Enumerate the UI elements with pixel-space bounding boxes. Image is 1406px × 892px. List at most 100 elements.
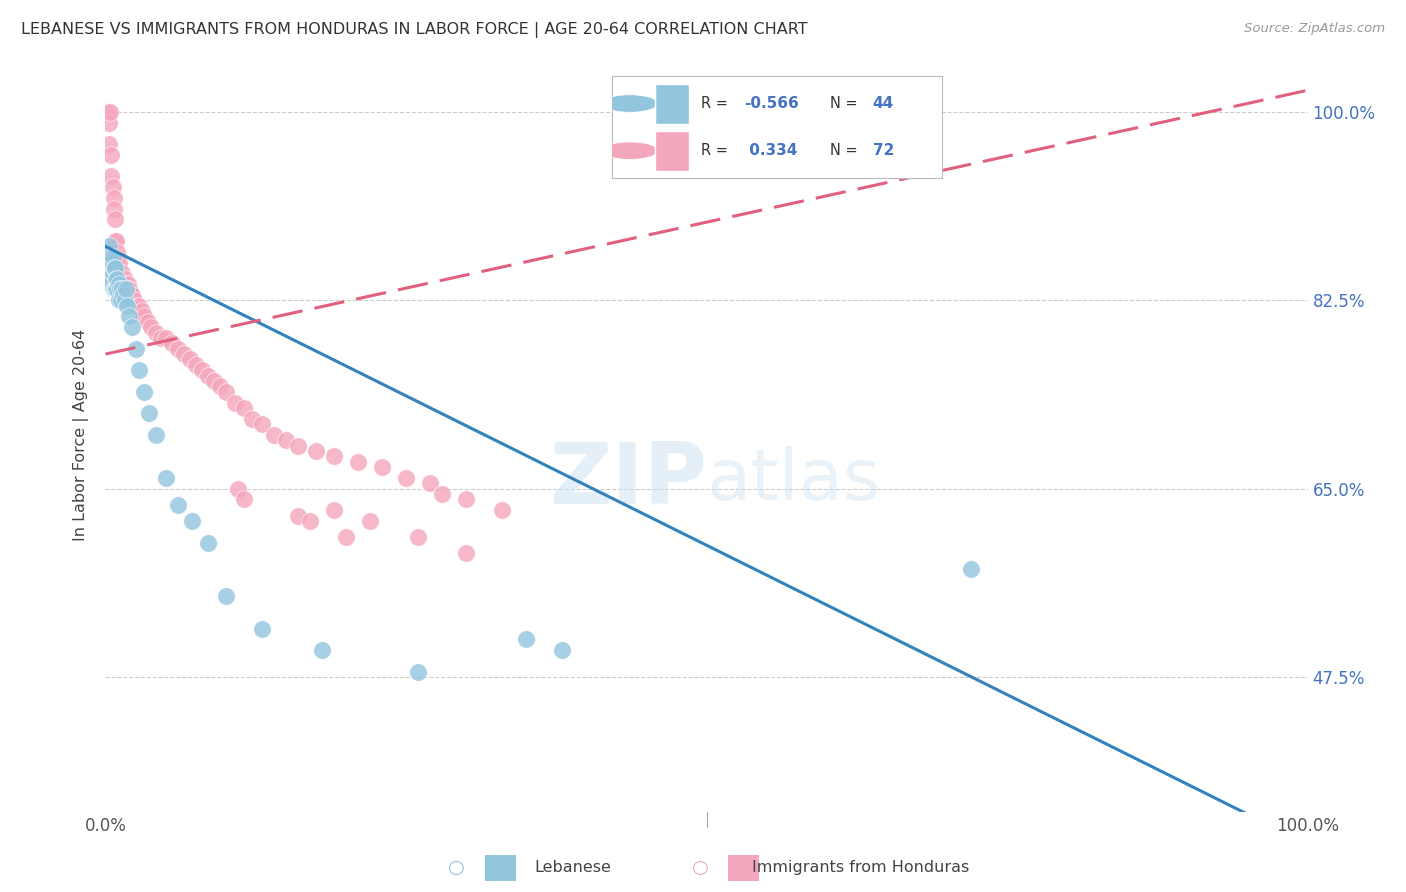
Point: [250, 417, 273, 431]
Point: [311, 643, 333, 657]
Point: [100, 169, 122, 184]
Point: [232, 492, 254, 507]
Point: [184, 358, 207, 372]
Text: Lebanese: Lebanese: [534, 860, 612, 874]
Point: [166, 342, 188, 356]
Text: ○: ○: [449, 857, 465, 877]
Point: [98, 260, 121, 275]
Point: [111, 266, 134, 280]
Point: [181, 514, 204, 528]
Point: [107, 277, 129, 291]
Point: [117, 277, 139, 291]
Point: [263, 428, 285, 442]
Point: [197, 368, 219, 383]
Point: [110, 293, 132, 308]
Point: [335, 530, 357, 544]
Point: [347, 455, 370, 469]
Point: [515, 632, 537, 647]
Point: [287, 439, 309, 453]
Point: [419, 476, 441, 491]
Point: [406, 665, 429, 679]
FancyBboxPatch shape: [655, 84, 689, 123]
Point: [960, 562, 983, 576]
Point: [105, 271, 128, 285]
Point: [121, 288, 143, 302]
Point: [128, 299, 150, 313]
Point: [406, 530, 429, 544]
Point: [173, 347, 195, 361]
Point: [240, 411, 263, 425]
Point: [120, 288, 142, 302]
Y-axis label: In Labor Force | Age 20-64: In Labor Force | Age 20-64: [73, 329, 90, 541]
Point: [118, 310, 141, 324]
Point: [98, 271, 121, 285]
Point: [149, 331, 172, 345]
Point: [136, 315, 159, 329]
Point: [104, 212, 127, 227]
Text: ○: ○: [692, 857, 709, 877]
Point: [108, 277, 131, 291]
Circle shape: [602, 95, 658, 112]
Point: [107, 244, 129, 259]
Point: [160, 336, 183, 351]
Text: N =: N =: [830, 96, 858, 111]
Point: [551, 643, 574, 657]
Point: [100, 148, 122, 162]
Point: [287, 508, 309, 523]
Point: [103, 202, 125, 216]
Point: [322, 503, 344, 517]
Text: Source: ZipAtlas.com: Source: ZipAtlas.com: [1244, 22, 1385, 36]
Point: [138, 406, 160, 420]
Point: [454, 546, 477, 560]
Point: [103, 191, 125, 205]
Point: [107, 271, 129, 285]
Point: [132, 310, 155, 324]
Point: [155, 471, 177, 485]
Point: [105, 283, 128, 297]
Point: [100, 255, 122, 269]
Point: [250, 622, 273, 636]
Point: [114, 293, 136, 308]
Point: [274, 434, 297, 448]
Text: -0.566: -0.566: [744, 96, 799, 111]
Point: [98, 137, 121, 152]
Point: [226, 482, 249, 496]
Point: [101, 250, 124, 264]
Point: [145, 428, 167, 442]
Point: [115, 283, 138, 297]
Point: [131, 304, 153, 318]
Point: [111, 283, 134, 297]
Point: [107, 266, 129, 280]
Point: [197, 535, 219, 549]
Point: [107, 255, 129, 269]
Point: [454, 492, 477, 507]
Point: [115, 283, 138, 297]
Point: [112, 277, 135, 291]
Point: [298, 514, 321, 528]
Text: 0.334: 0.334: [744, 144, 797, 158]
Point: [395, 471, 418, 485]
Point: [107, 255, 129, 269]
Text: ZIP: ZIP: [548, 439, 707, 522]
Point: [104, 283, 127, 297]
Point: [105, 234, 128, 248]
Point: [114, 271, 136, 285]
Point: [139, 320, 162, 334]
Point: [132, 384, 155, 399]
Point: [305, 444, 328, 458]
Point: [112, 288, 135, 302]
Point: [371, 460, 394, 475]
Text: LEBANESE VS IMMIGRANTS FROM HONDURAS IN LABOR FORCE | AGE 20-64 CORRELATION CHAR: LEBANESE VS IMMIGRANTS FROM HONDURAS IN …: [21, 22, 807, 38]
Point: [190, 363, 212, 377]
Point: [104, 234, 127, 248]
Point: [214, 590, 236, 604]
Point: [166, 498, 188, 512]
Point: [115, 299, 138, 313]
Point: [97, 104, 120, 119]
Point: [491, 503, 513, 517]
Point: [232, 401, 254, 415]
Point: [224, 395, 246, 409]
Point: [124, 293, 146, 308]
FancyBboxPatch shape: [655, 131, 689, 170]
Text: atlas: atlas: [707, 446, 882, 515]
